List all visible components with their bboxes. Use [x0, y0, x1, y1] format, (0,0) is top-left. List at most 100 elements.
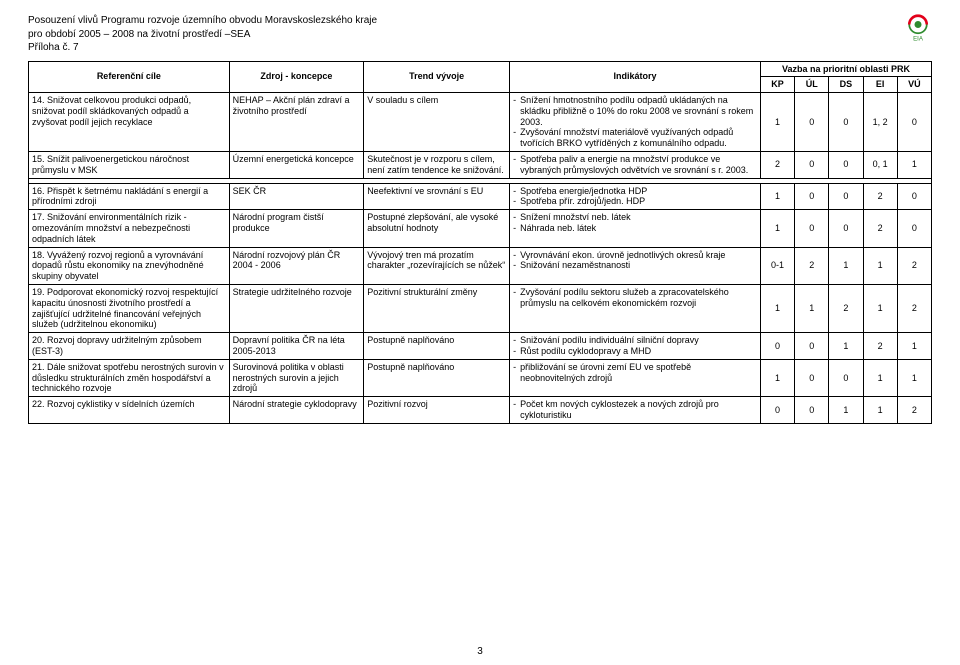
indicator-item: Spotřeba energie/jednotka HDP — [513, 186, 757, 197]
indicator-item: přibližování se úrovni zemí EU ve spotře… — [513, 362, 757, 384]
cell: Národní strategie cyklodopravy — [229, 397, 364, 424]
cell: 0 — [829, 210, 863, 247]
cell: 0 — [795, 359, 829, 396]
cell: V souladu s cílem — [364, 93, 510, 152]
th-ind: Indikátory — [510, 61, 761, 93]
cell: 0 — [829, 152, 863, 179]
cell: 0 — [760, 397, 794, 424]
cell: 15. Snížit palivoenergetickou náročnost … — [29, 152, 230, 179]
header-text: Posouzení vlivů Programu rozvoje územníh… — [28, 14, 377, 55]
th-vu: VÚ — [897, 77, 931, 93]
cell: 0 — [829, 93, 863, 152]
table-row: 15. Snížit palivoenergetickou náročnost … — [29, 152, 932, 179]
cell: 1 — [760, 210, 794, 247]
cell: 1 — [863, 359, 897, 396]
cell: 2 — [863, 183, 897, 210]
cell: 2 — [897, 285, 931, 333]
indicator-item: Spotřeba přír. zdrojů/jedn. HDP — [513, 196, 757, 207]
cell: 0 — [795, 183, 829, 210]
indicator-item: Snížení hmotnostního podílu odpadů uklád… — [513, 95, 757, 127]
cell: 2 — [863, 210, 897, 247]
cell: 14. Snižovat celkovou produkci odpadů, s… — [29, 93, 230, 152]
cell: 0 — [897, 210, 931, 247]
cell: 21. Dále snižovat spotřebu nerostných su… — [29, 359, 230, 396]
cell: Pozitivní strukturální změny — [364, 285, 510, 333]
cell: 19. Podporovat ekonomický rozvoj respekt… — [29, 285, 230, 333]
cell: 0 — [760, 333, 794, 360]
indicator-item: Růst podílu cyklodopravy a MHD — [513, 346, 757, 357]
th-ul: ÚL — [795, 77, 829, 93]
indicator-item: Snížení množství neb. látek — [513, 212, 757, 223]
th-ref: Referenční cíle — [29, 61, 230, 93]
cell: 18. Vyvážený rozvoj regionů a vyrovnáván… — [29, 247, 230, 284]
table-row: 19. Podporovat ekonomický rozvoj respekt… — [29, 285, 932, 333]
cell: Skutečnost je v rozporu s cílem, není za… — [364, 152, 510, 179]
cell: NEHAP – Akční plán zdraví a životního pr… — [229, 93, 364, 152]
header-line3: Příloha č. 7 — [28, 41, 377, 55]
cell: SEK ČR — [229, 183, 364, 210]
th-src: Zdroj - koncepce — [229, 61, 364, 93]
cell: 1 — [760, 285, 794, 333]
cell: 2 — [795, 247, 829, 284]
cell: Snížení množství neb. látekNáhrada neb. … — [510, 210, 761, 247]
indicator-item: Vyrovnávání ekon. úrovně jednotlivých ok… — [513, 250, 757, 261]
cell: Snížení hmotnostního podílu odpadů uklád… — [510, 93, 761, 152]
cell: 2 — [760, 152, 794, 179]
cell: Spotřeba paliv a energie na množství pro… — [510, 152, 761, 179]
indicator-item: Snižování podílu individuální silniční d… — [513, 335, 757, 346]
cell: 1 — [863, 397, 897, 424]
indicator-item: Zvyšování podílu sektoru služeb a zpraco… — [513, 287, 757, 309]
cell: Počet km nových cyklostezek a nových zdr… — [510, 397, 761, 424]
th-kp: KP — [760, 77, 794, 93]
cell: 1 — [897, 333, 931, 360]
cell: 0 — [795, 152, 829, 179]
cell: 1 — [760, 359, 794, 396]
header-line2: pro období 2005 – 2008 na životní prostř… — [28, 28, 377, 42]
cell: Národní program čistší produkce — [229, 210, 364, 247]
cell: Strategie udržitelného rozvoje — [229, 285, 364, 333]
indicator-item: Spotřeba paliv a energie na množství pro… — [513, 154, 757, 176]
cell: 20. Rozvoj dopravy udržitelným způsobem … — [29, 333, 230, 360]
indicator-item: Náhrada neb. látek — [513, 223, 757, 234]
logo-icon: EIA — [904, 14, 932, 42]
cell: 2 — [829, 285, 863, 333]
cell: 0 — [897, 183, 931, 210]
cell: 0 — [795, 210, 829, 247]
cell: 1 — [863, 285, 897, 333]
table-row: 22. Rozvoj cyklistiky v sídelních územíc… — [29, 397, 932, 424]
page-header: Posouzení vlivů Programu rozvoje územníh… — [28, 14, 932, 55]
cell: 0 — [897, 93, 931, 152]
cell: 1 — [760, 183, 794, 210]
indicator-item: Počet km nových cyklostezek a nových zdr… — [513, 399, 757, 421]
cell: 1 — [829, 247, 863, 284]
cell: Územní energetická koncepce — [229, 152, 364, 179]
cell: Zvyšování podílu sektoru služeb a zpraco… — [510, 285, 761, 333]
cell: 0 — [829, 359, 863, 396]
th-group: Vazba na prioritní oblasti PRK — [760, 61, 931, 77]
cell: 1 — [829, 333, 863, 360]
cell: přibližování se úrovni zemí EU ve spotře… — [510, 359, 761, 396]
cell: Pozitivní rozvoj — [364, 397, 510, 424]
cell: 1 — [795, 285, 829, 333]
table-row: 17. Snižování environmentálních rizik - … — [29, 210, 932, 247]
cell: 1, 2 — [863, 93, 897, 152]
cell: 0 — [795, 93, 829, 152]
cell: Vývojový tren má prozatím charakter „roz… — [364, 247, 510, 284]
cell: 2 — [897, 247, 931, 284]
page-number: 3 — [0, 646, 960, 657]
cell: Postupně naplňováno — [364, 359, 510, 396]
table-head: Referenční cíle Zdroj - koncepce Trend v… — [29, 61, 932, 93]
cell: 16. Přispět k šetrnému nakládání s energ… — [29, 183, 230, 210]
table-row: 18. Vyvážený rozvoj regionů a vyrovnáván… — [29, 247, 932, 284]
cell: 17. Snižování environmentálních rizik - … — [29, 210, 230, 247]
cell: Spotřeba energie/jednotka HDPSpotřeba př… — [510, 183, 761, 210]
cell: Neefektivní ve srovnání s EU — [364, 183, 510, 210]
indicator-item: Snižování nezaměstnanosti — [513, 260, 757, 271]
table-row: 14. Snižovat celkovou produkci odpadů, s… — [29, 93, 932, 152]
table-body: 14. Snižovat celkovou produkci odpadů, s… — [29, 93, 932, 424]
th-ei: EI — [863, 77, 897, 93]
table-row: 21. Dále snižovat spotřebu nerostných su… — [29, 359, 932, 396]
cell: Národní rozvojový plán ČR 2004 - 2006 — [229, 247, 364, 284]
table-row: 16. Přispět k šetrnému nakládání s energ… — [29, 183, 932, 210]
header-line1: Posouzení vlivů Programu rozvoje územníh… — [28, 14, 377, 28]
